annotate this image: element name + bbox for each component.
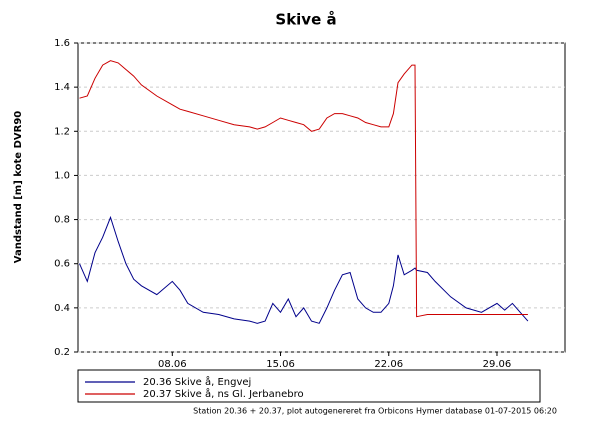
x-tick-label: 29.06 [483,359,512,370]
y-tick-label: 0.2 [54,347,70,358]
y-tick-label: 1.6 [54,38,70,49]
footer: Station 20.36 + 20.37, plot autogenerere… [193,407,557,416]
x-tick-label: 08.06 [158,359,187,370]
y-tick-label: 1.0 [54,170,70,181]
y-tick-label: 0.6 [54,259,70,270]
y-axis-label: Vandstand [m] kote DVR90 [13,111,24,263]
x-tick-label: 22.06 [374,359,403,370]
legend [77,369,541,403]
plot-area [77,42,566,353]
legend-label: 20.37 Skive å, ns Gl. Jerbanebro [143,387,304,400]
y-tick-label: 0.4 [54,303,70,314]
x-tick-label: 15.06 [266,359,295,370]
y-tick-label: 1.4 [54,82,70,93]
y-tick-label: 1.2 [54,126,70,137]
legend-label: 20.36 Skive å, Engvej [143,375,251,388]
series-line [79,60,528,318]
chart-title: Skive å [275,11,336,29]
y-tick-label: 0.8 [54,215,70,226]
series-line [79,215,529,324]
